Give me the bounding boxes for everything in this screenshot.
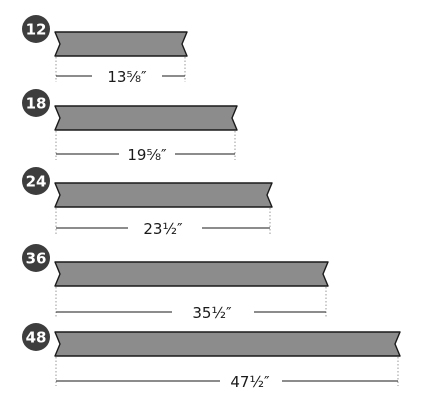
size-badge-36	[22, 244, 50, 272]
dimension-label-bg-36	[172, 302, 254, 322]
dimension-label-bg-24	[128, 218, 202, 238]
bar-row-24: 23½″ 24	[22, 167, 273, 238]
bar-36	[54, 261, 329, 287]
size-badge-48	[22, 323, 50, 351]
dimension-label-12: 13⅝″	[107, 68, 147, 86]
bar-row-48: 47½″ 48	[22, 323, 401, 391]
size-badge-18	[22, 89, 50, 117]
size-badge-label-12: 12	[26, 21, 47, 39]
dimension-label-36: 35½″	[192, 304, 232, 322]
dimension-label-bg-18	[119, 144, 175, 164]
bar-48	[54, 331, 401, 357]
dimension-label-bg-12	[92, 66, 162, 86]
bar-18	[54, 105, 238, 131]
bar-row-36: 35½″ 36	[22, 244, 329, 322]
dimension-label-bg-48	[220, 371, 282, 391]
dimension-label-18: 19⅝″	[127, 146, 167, 164]
dimension-label-24: 23½″	[143, 220, 183, 238]
bar-row-18: 19⅝″ 18	[22, 89, 238, 164]
dimension-label-48: 47½″	[230, 373, 270, 391]
size-badge-label-36: 36	[26, 250, 47, 268]
bar-row-12: 13⅝″ 12	[22, 15, 188, 86]
size-badge-label-48: 48	[26, 329, 47, 347]
size-badge-label-18: 18	[26, 95, 47, 113]
size-badge-24	[22, 167, 50, 195]
size-badge-label-24: 24	[26, 173, 47, 191]
size-badge-12	[22, 15, 50, 43]
bar-12	[54, 31, 188, 57]
bar-24	[54, 182, 273, 208]
